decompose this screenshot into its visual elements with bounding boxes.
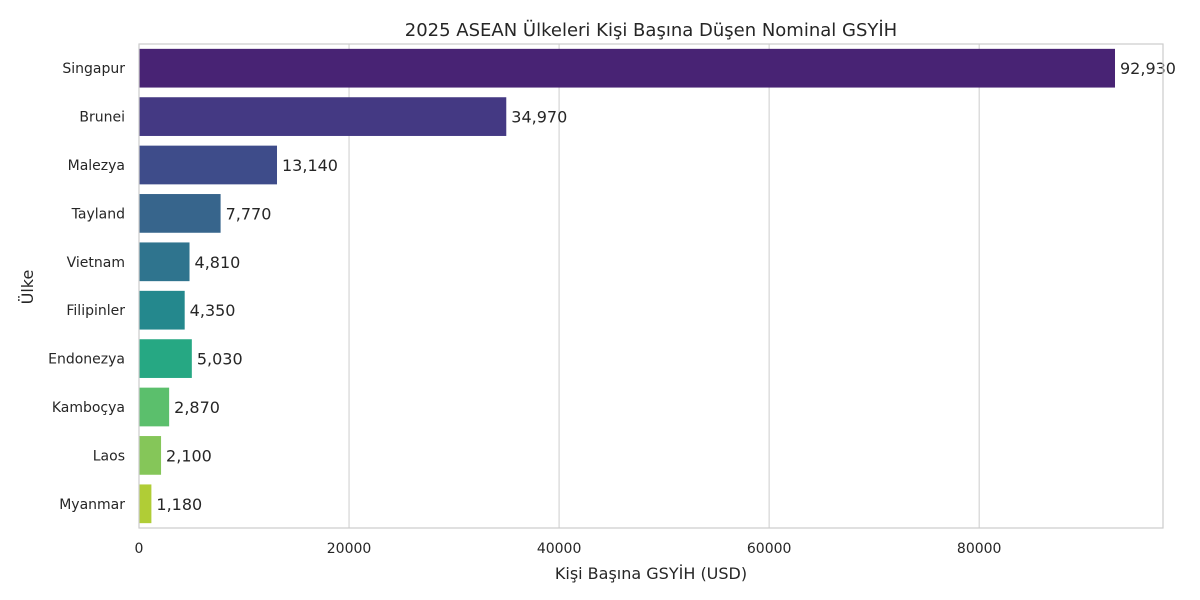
x-axis-title: Kişi Başına GSYİH (USD) (555, 564, 747, 583)
bars (139, 48, 1116, 524)
bar (139, 339, 192, 378)
x-tick-label: 0 (135, 541, 144, 557)
y-tick-label: Singapur (62, 61, 125, 77)
value-labels: 92,930 34,970 13,140 7,770 4,810 4,350 5,030 2,… (156, 59, 1176, 514)
bar-value-label: 7,770 (226, 204, 272, 223)
bar-value-label: 1,180 (156, 495, 202, 514)
bar (139, 242, 190, 282)
y-tick-label: Malezya (68, 158, 125, 174)
y-tick-label: Vietnam (67, 255, 125, 271)
x-tick-label: 20000 (327, 541, 372, 557)
y-tick-label: Filipinler (66, 303, 125, 319)
bar (139, 436, 162, 475)
x-tick-label: 80000 (957, 541, 1002, 557)
x-tick-label: 60000 (747, 541, 792, 557)
bar-value-label: 34,970 (511, 108, 567, 127)
y-tick-labels: Singapur Brunei Malezya Tayland Vietnam Filip… (48, 61, 125, 513)
bar-value-label: 4,350 (190, 301, 236, 320)
bar-value-label: 13,140 (282, 156, 338, 175)
bar (139, 145, 278, 185)
y-tick-label: Kamboçya (52, 400, 125, 416)
y-tick-label: Endonezya (48, 352, 125, 368)
y-tick-label: Laos (93, 448, 125, 464)
chart-title: 2025 ASEAN Ülkeleri Kişi Başına Düşen No… (405, 19, 897, 41)
gridlines (348, 44, 980, 528)
x-tick-label: 40000 (537, 541, 582, 557)
y-axis-title: Ülke (18, 270, 37, 305)
bar (139, 290, 185, 330)
bar (139, 97, 507, 136)
y-tick-label: Brunei (79, 110, 125, 126)
bar-value-label: 2,100 (166, 446, 212, 465)
bar-value-label: 2,870 (174, 398, 220, 417)
y-tick-label: Tayland (71, 206, 125, 222)
bar-value-label: 5,030 (197, 350, 243, 369)
bar-value-label: 4,810 (195, 253, 241, 272)
y-tick-label: Myanmar (59, 497, 125, 513)
x-tick-labels: 0 20000 40000 60000 80000 (135, 541, 1002, 557)
plot-frame (138, 43, 1164, 529)
bar (139, 387, 170, 427)
bar (139, 194, 221, 233)
bar (139, 484, 152, 524)
bar (139, 48, 1116, 88)
bar-value-label: 92,930 (1120, 59, 1176, 78)
